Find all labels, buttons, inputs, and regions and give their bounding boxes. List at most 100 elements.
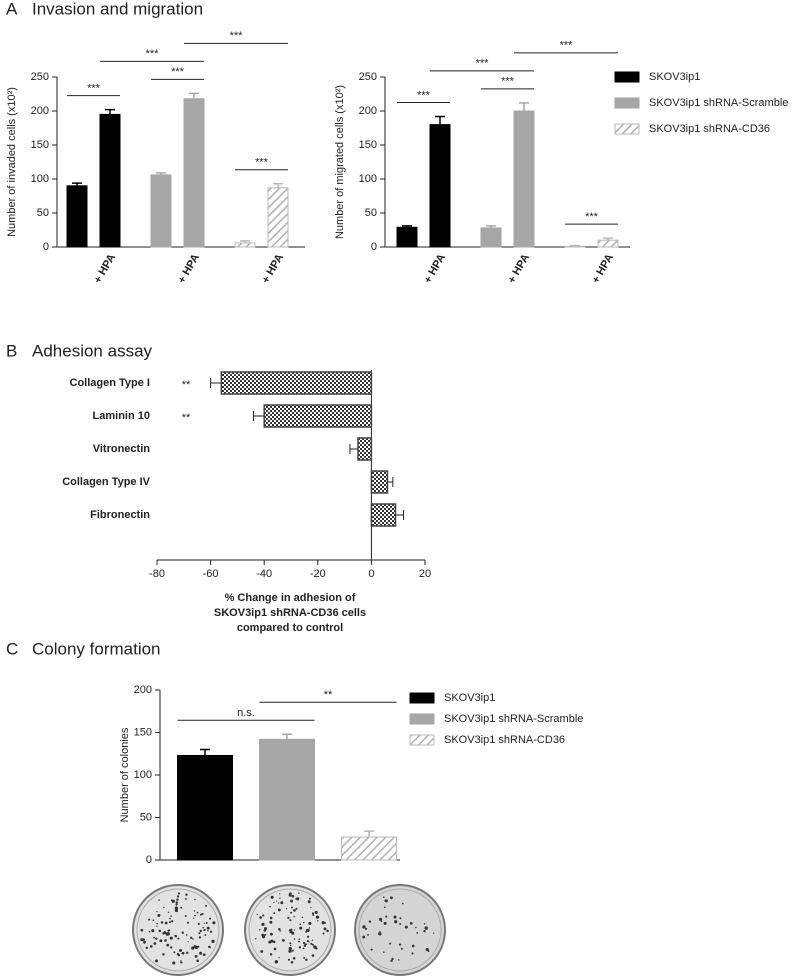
panel-title: Invasion and migration — [32, 0, 203, 18]
colony — [181, 951, 185, 955]
colony — [164, 939, 167, 942]
colony — [151, 929, 155, 933]
y-tick-label: 50 — [37, 207, 49, 219]
colony — [322, 932, 325, 935]
colony — [288, 929, 292, 932]
colony — [255, 937, 257, 940]
colony — [293, 929, 296, 931]
colony — [192, 938, 194, 940]
colony — [209, 917, 212, 920]
colony — [163, 906, 165, 909]
colony — [290, 928, 293, 931]
colony — [186, 921, 190, 924]
legend-swatch — [409, 692, 435, 704]
colony — [169, 921, 172, 924]
colony — [185, 934, 188, 936]
error-bar — [156, 172, 166, 175]
colony — [390, 959, 393, 962]
colony — [293, 938, 296, 940]
colony — [175, 901, 178, 904]
colony — [416, 931, 419, 934]
colony — [185, 893, 188, 896]
colony — [370, 948, 373, 951]
colony — [180, 906, 183, 909]
colony — [293, 909, 296, 912]
colony — [279, 897, 281, 900]
dish-rim — [358, 888, 442, 972]
dish-rim — [136, 888, 220, 972]
dish-photos — [132, 884, 446, 976]
colony — [399, 923, 402, 926]
legend-swatch — [409, 734, 435, 746]
colony — [306, 939, 309, 943]
colony — [280, 901, 284, 905]
colony — [170, 915, 172, 917]
colony — [196, 959, 199, 962]
colony — [155, 959, 159, 963]
colony — [400, 947, 403, 950]
colony — [279, 930, 281, 932]
bar — [357, 437, 373, 461]
colony — [199, 929, 203, 933]
colony — [315, 915, 320, 919]
colony — [425, 947, 429, 952]
colony — [197, 945, 200, 948]
x-tick-label: 20 — [419, 568, 431, 580]
significance-label: *** — [585, 211, 599, 223]
error-bar — [387, 477, 394, 487]
colony — [174, 906, 179, 910]
colony — [207, 929, 209, 932]
legend-label: SKOV3ip1 shRNA-CD36 — [649, 123, 770, 135]
significance-label: *** — [560, 40, 574, 52]
colony — [208, 927, 210, 929]
colony — [269, 905, 271, 908]
colony — [155, 937, 158, 940]
colony — [306, 935, 310, 938]
colony — [170, 946, 173, 949]
colony — [174, 908, 179, 913]
y-tick-label: 150 — [134, 726, 152, 738]
colony — [289, 892, 292, 896]
colony — [177, 892, 180, 895]
error-bar — [349, 444, 358, 454]
colony — [289, 942, 292, 945]
error-bar — [105, 108, 115, 115]
colony — [368, 920, 372, 923]
colony — [302, 947, 305, 950]
legend-swatch — [614, 71, 640, 83]
bar — [341, 836, 397, 861]
colony — [162, 953, 165, 956]
colony — [308, 897, 311, 900]
colony — [298, 938, 301, 940]
y-tick-label: 250 — [359, 71, 377, 83]
colony — [149, 945, 153, 948]
colony — [380, 920, 383, 923]
colony — [298, 940, 300, 943]
significance-label: *** — [230, 30, 244, 42]
colony — [385, 915, 388, 918]
colony — [276, 900, 278, 902]
colony — [313, 945, 317, 949]
colony — [177, 937, 180, 940]
colony — [277, 908, 281, 912]
colony — [264, 927, 268, 930]
colony — [152, 919, 155, 921]
colony — [391, 957, 394, 961]
y-tick-label: 100 — [359, 173, 377, 185]
colony — [179, 949, 183, 952]
legend-label: SKOV3ip1 shRNA-CD36 — [444, 734, 565, 746]
significance-label: *** — [501, 76, 515, 88]
colony — [181, 952, 183, 955]
colony — [190, 936, 193, 939]
colony — [148, 918, 151, 921]
colony — [288, 949, 292, 953]
x-tick-label: 0 — [368, 568, 374, 580]
colony — [198, 936, 201, 939]
colony — [202, 953, 206, 957]
y-tick-label: 100 — [31, 173, 49, 185]
significance-label: *** — [476, 58, 490, 70]
colony — [185, 951, 189, 955]
colony — [277, 902, 280, 904]
colony — [290, 960, 294, 964]
x-tick-label: + HPA — [176, 252, 202, 286]
